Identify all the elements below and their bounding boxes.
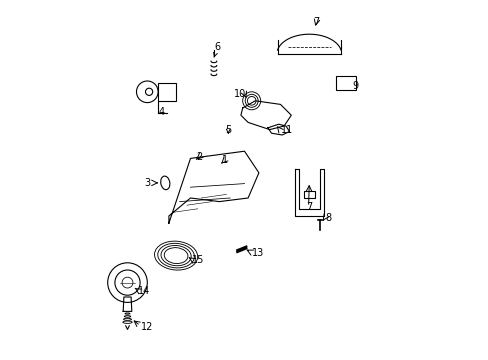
Bar [158, 83, 176, 101]
Text: 11: 11 [280, 125, 292, 135]
Text: 14: 14 [138, 285, 150, 296]
Text: 2: 2 [196, 152, 202, 162]
Text: 6: 6 [213, 42, 220, 57]
Text: 10: 10 [234, 89, 246, 99]
Text: 13: 13 [251, 248, 264, 258]
Text: 4: 4 [158, 107, 164, 117]
Text: 5: 5 [224, 125, 231, 135]
Bar [303, 191, 314, 198]
Bar [336, 76, 355, 90]
Text: 12: 12 [141, 321, 153, 332]
Text: 1: 1 [221, 155, 227, 165]
Text: 15: 15 [192, 255, 204, 265]
Text: 7: 7 [305, 202, 312, 212]
Text: 9: 9 [352, 81, 358, 91]
Text: 7: 7 [313, 17, 319, 27]
Text: 8: 8 [325, 213, 331, 223]
Text: 3: 3 [144, 178, 151, 188]
